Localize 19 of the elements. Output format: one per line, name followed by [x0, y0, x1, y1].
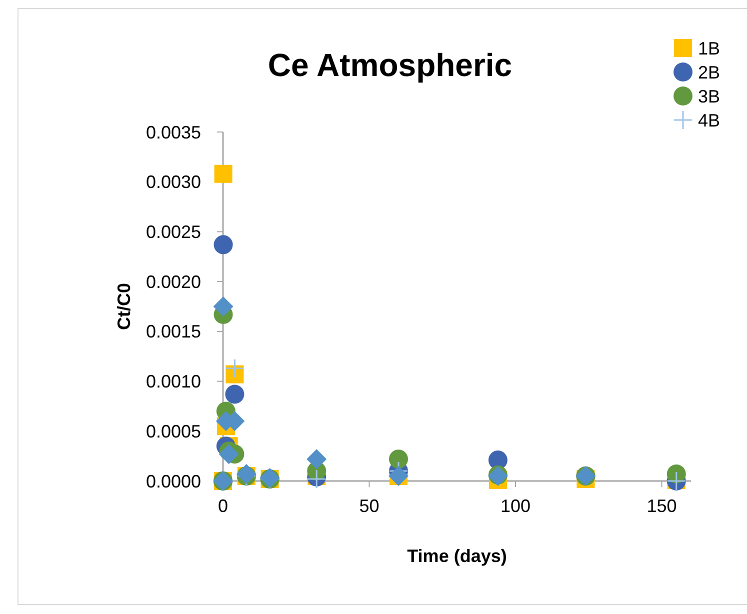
- legend-label: 1B: [698, 38, 720, 58]
- legend-label: 4B: [698, 110, 720, 130]
- y-tick-label: 0.0035: [146, 122, 201, 142]
- y-tick-label: 0.0010: [146, 372, 201, 392]
- y-tick-label: 0.0000: [146, 471, 201, 492]
- y-axis-title: Ct/C0: [114, 282, 134, 330]
- legend-label: 2B: [698, 62, 720, 82]
- y-tick-label: 0.0020: [146, 272, 201, 292]
- x-tick-label: 0: [218, 496, 228, 516]
- x-tick-label: 50: [359, 496, 380, 516]
- legend-label: 3B: [698, 86, 720, 106]
- x-tick-label: 150: [646, 496, 677, 516]
- chart-title: Ce Atmospheric: [268, 47, 512, 83]
- y-tick-label: 0.0005: [146, 421, 201, 442]
- x-tick-label: 100: [500, 496, 531, 516]
- x-axis-title: Time (days): [407, 546, 507, 566]
- y-tick-label: 0.0015: [146, 322, 201, 342]
- y-tick-label: 0.0025: [146, 222, 201, 242]
- y-tick-label: 0.0030: [146, 172, 201, 192]
